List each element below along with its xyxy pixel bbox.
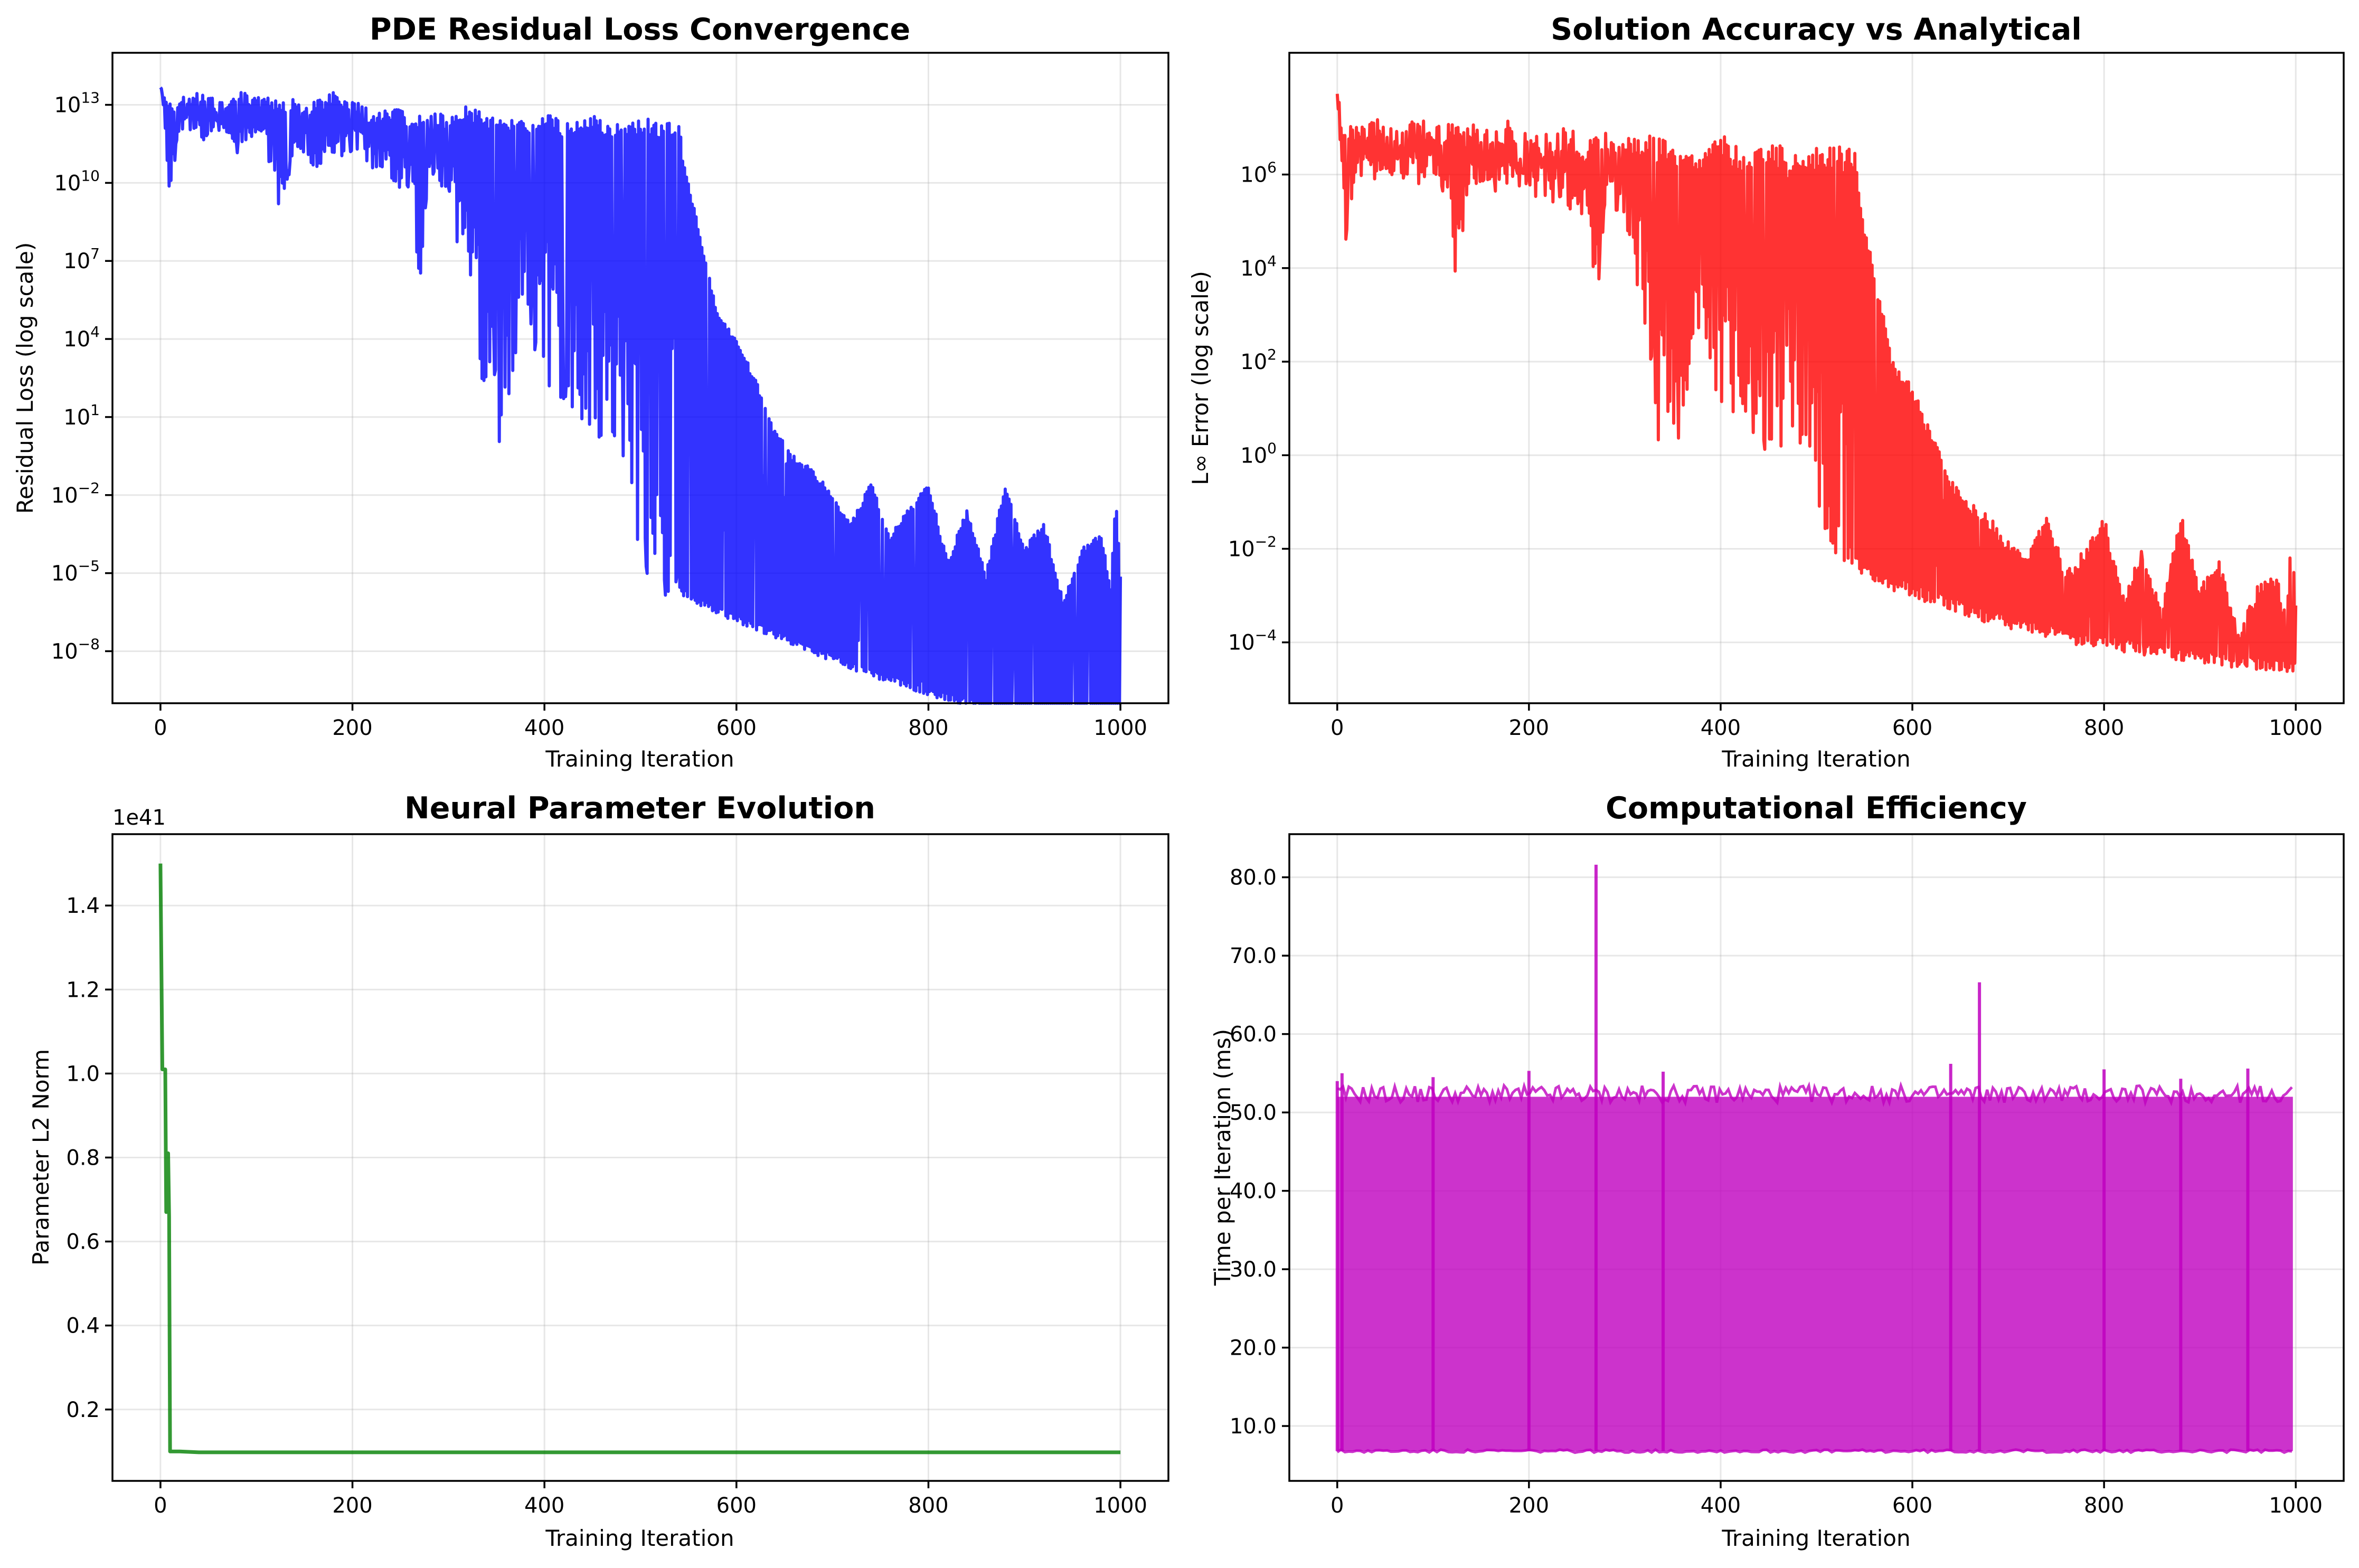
accuracy-ylabel: L∞ Error (log scale)	[1187, 271, 1213, 485]
params-norm-line	[158, 863, 1121, 1454]
params-xlabel: Training Iteration	[545, 1525, 734, 1551]
y-tick-label: 10−2	[51, 479, 100, 508]
y-tick-label: 1.0	[66, 1062, 100, 1086]
x-tick-label: 1000	[1093, 716, 1147, 740]
x-tick-label: 400	[524, 1494, 564, 1518]
y-tick-label: 106	[1240, 159, 1277, 187]
residual-title: PDE Residual Loss Convergence	[370, 12, 910, 47]
y-tick-label: 80.0	[1230, 866, 1277, 890]
y-tick-label: 1.2	[66, 978, 100, 1002]
x-tick-label: 800	[908, 716, 948, 740]
x-tick-label: 400	[524, 716, 564, 740]
accuracy-title: Solution Accuracy vs Analytical	[1551, 12, 2082, 47]
y-tick-label: 1010	[54, 167, 100, 195]
x-tick-label: 600	[716, 716, 757, 740]
accuracy-axes-frame	[1288, 52, 2345, 704]
panel-params: Neural Parameter Evolution 1e41 0 200 400 6…	[28, 791, 1169, 1551]
x-tick-label: 0	[1331, 1494, 1344, 1518]
x-tick-label: 800	[2084, 716, 2124, 740]
time-trough-edge	[1336, 1448, 2292, 1454]
y-tick-label: 0.6	[66, 1230, 100, 1254]
y-tick-label: 50.0	[1230, 1101, 1277, 1125]
params-offset-label: 1e41	[112, 806, 166, 830]
residual-xlabel: Training Iteration	[545, 746, 734, 772]
y-tick-label: 104	[63, 323, 100, 352]
params-title: Neural Parameter Evolution	[404, 791, 875, 826]
y-tick-label: 10−8	[51, 635, 100, 664]
y-tick-label: 70.0	[1230, 944, 1277, 968]
params-ylabel: Parameter L2 Norm	[28, 1049, 54, 1265]
y-tick-label: 20.0	[1230, 1336, 1277, 1361]
x-tick-label: 1000	[2269, 1494, 2323, 1518]
x-tick-label: 200	[1509, 1494, 1549, 1518]
x-tick-label: 600	[1892, 1494, 1932, 1518]
x-tick-label: 400	[1701, 1494, 1741, 1518]
x-tick-label: 200	[332, 716, 372, 740]
efficiency-xlabel: Training Iteration	[1721, 1525, 1910, 1551]
time-oscillation-band	[1337, 1097, 2293, 1451]
accuracy-error-line	[1335, 93, 2298, 673]
efficiency-series	[1335, 864, 2293, 1454]
accuracy-xlabel: Training Iteration	[1721, 746, 1910, 772]
y-tick-label: 10−2	[1228, 533, 1277, 561]
x-tick-label: 800	[908, 1494, 948, 1518]
x-tick-label: 200	[1509, 716, 1549, 740]
y-tick-label: 10.0	[1230, 1414, 1277, 1439]
y-tick-label: 0.8	[66, 1146, 100, 1170]
params-grid	[112, 834, 1168, 1481]
residual-ticks: 0 200 400 600 800 1000 10−8 10−5 10−2 101 104 107 10…	[51, 89, 1147, 740]
x-tick-label: 0	[1331, 716, 1344, 740]
x-tick-label: 0	[154, 716, 167, 740]
y-tick-label: 107	[63, 245, 100, 273]
residual-loss-line	[159, 86, 1122, 705]
time-peak-edge	[1336, 1081, 2293, 1107]
panel-accuracy: Solution Accuracy vs Analytical 0 200 400 6…	[1187, 12, 2345, 772]
y-tick-label: 10−5	[51, 558, 100, 586]
y-tick-label: 60.0	[1230, 1023, 1277, 1047]
accuracy-ticks: 0 200 400 600 800 1000 10−4 10−2 100 102 104 106	[1228, 159, 2323, 740]
x-tick-label: 200	[332, 1494, 372, 1518]
panel-efficiency: Computational Efficiency 0 200 400 600 800 10…	[1210, 791, 2345, 1551]
efficiency-ticks: 0 200 400 600 800 1000 10.0 20.0 30.0 40.0 50.0 60.…	[1230, 866, 2323, 1518]
residual-ylabel: Residual Loss (log scale)	[12, 242, 38, 514]
x-tick-label: 600	[716, 1494, 757, 1518]
y-tick-label: 0.4	[66, 1314, 100, 1338]
x-tick-label: 400	[1701, 716, 1741, 740]
y-tick-label: 40.0	[1230, 1179, 1277, 1204]
panel-residual: PDE Residual Loss Convergence 0 200 400 600…	[12, 12, 1169, 772]
efficiency-axes-frame	[1288, 833, 2345, 1482]
x-tick-label: 0	[154, 1494, 167, 1518]
efficiency-ylabel: Time per Iteration (ms)	[1210, 1029, 1235, 1286]
efficiency-title: Computational Efficiency	[1606, 791, 2027, 826]
y-tick-label: 101	[63, 401, 100, 430]
y-tick-label: 102	[1240, 346, 1277, 374]
y-tick-label: 1013	[54, 89, 100, 118]
y-tick-label: 100	[1240, 439, 1277, 468]
y-tick-label: 1.4	[66, 894, 100, 918]
y-tick-label: 10−4	[1228, 627, 1277, 655]
params-ticks: 0 200 400 600 800 1000 0.2 0.4 0.6 0.8 1.0 1.2 1.4	[66, 894, 1147, 1518]
x-tick-label: 1000	[1093, 1494, 1147, 1518]
x-tick-label: 800	[2084, 1494, 2124, 1518]
y-tick-label: 30.0	[1230, 1258, 1277, 1282]
x-tick-label: 600	[1892, 716, 1932, 740]
y-tick-label: 104	[1240, 252, 1277, 281]
residual-axes-frame	[111, 52, 1169, 704]
y-tick-label: 0.2	[66, 1398, 100, 1422]
x-tick-label: 1000	[2269, 716, 2323, 740]
